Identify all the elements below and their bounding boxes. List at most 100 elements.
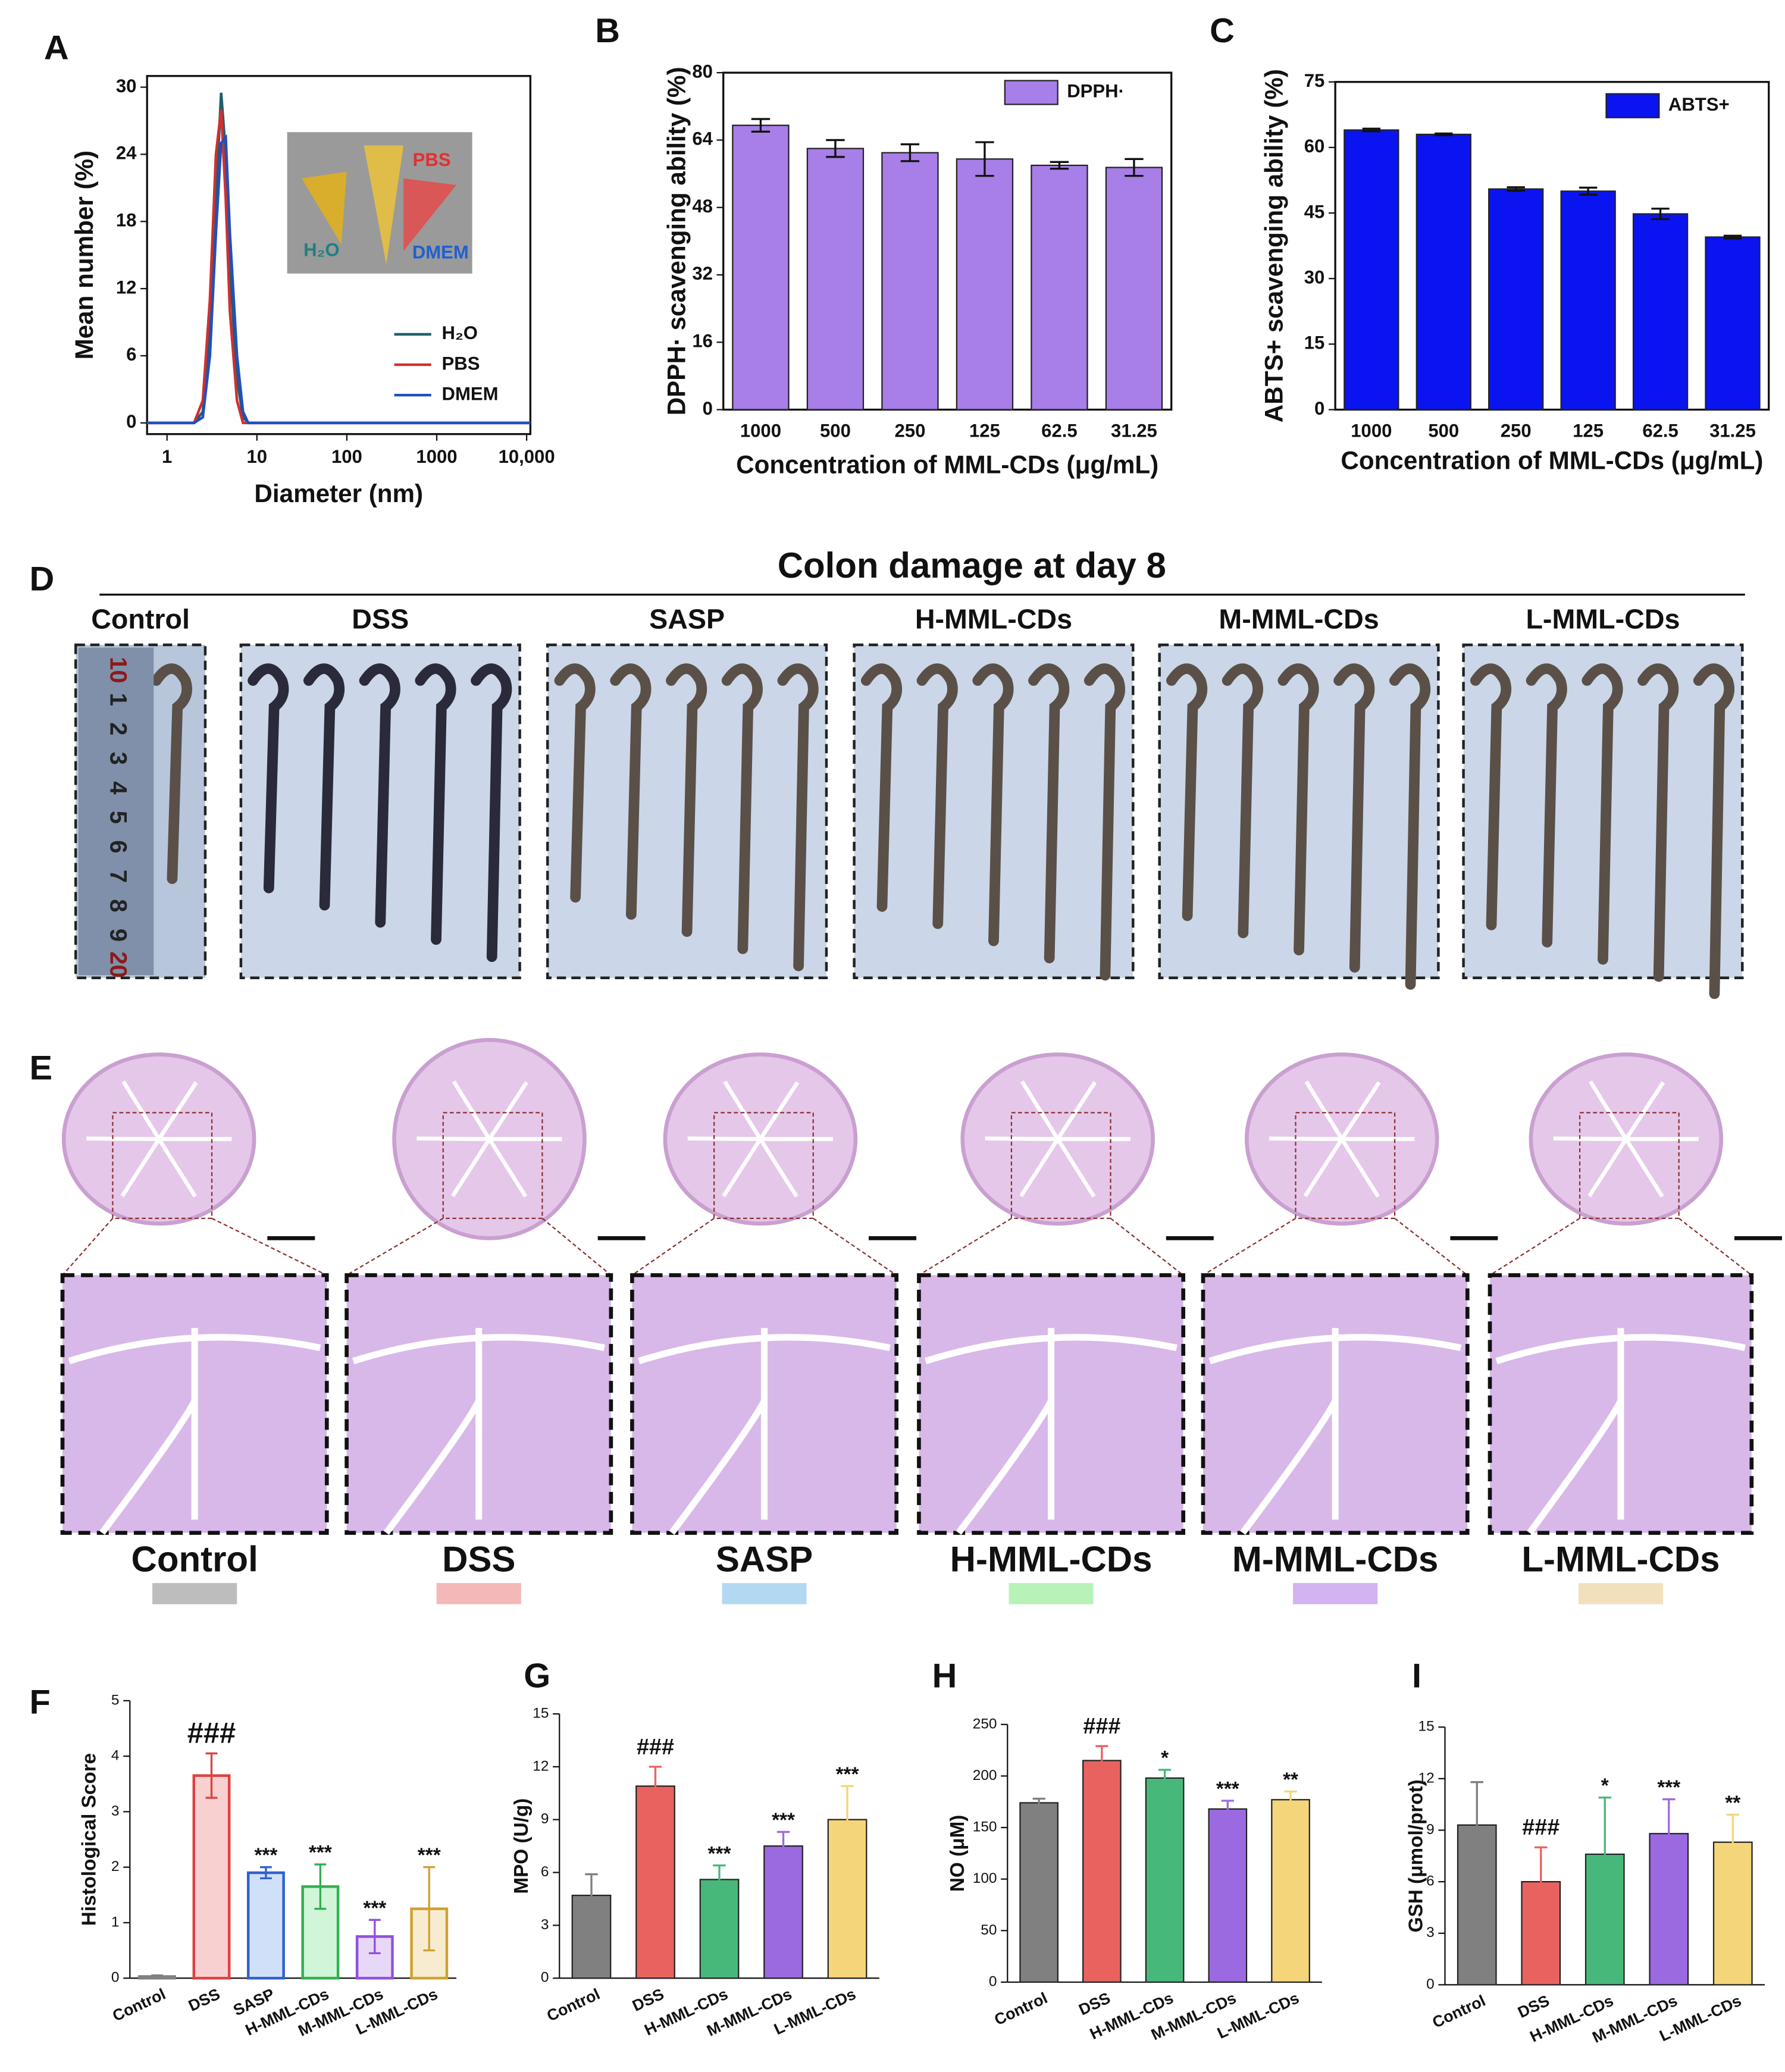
y-tick-label: 5 <box>111 1692 120 1708</box>
group-label: H-MML-CDs <box>950 1539 1153 1579</box>
color-swatch <box>436 1583 521 1604</box>
crypt-line <box>451 1137 491 1198</box>
y-tick-label: 3 <box>541 1917 549 1933</box>
inset-label: H₂O <box>303 239 339 260</box>
y-tick-label: 64 <box>692 128 713 149</box>
line-series <box>147 134 531 425</box>
y-tick-label: 0 <box>1426 1976 1435 1992</box>
panel-label: G <box>524 1657 550 1695</box>
y-tick-label: 75 <box>1304 70 1325 91</box>
crypt-line <box>1340 1137 1380 1198</box>
zoom-guide <box>346 1218 612 1276</box>
crypt-line <box>121 1080 161 1140</box>
tissue-crack <box>637 1328 891 1535</box>
tissue-crack <box>352 1328 605 1535</box>
y-tick-label: 3 <box>1426 1924 1435 1941</box>
x-axis-label: Concentration of MML-CDs (μg/mL) <box>736 450 1158 478</box>
colon <box>359 663 400 928</box>
significance: ### <box>1522 1815 1559 1840</box>
x-axis-label: Concentration of MML-CDs (μg/mL) <box>1341 447 1763 475</box>
colon <box>1582 663 1623 965</box>
color-swatch <box>1009 1583 1094 1604</box>
x-tick-label: 250 <box>895 421 926 441</box>
y-tick-label: 16 <box>692 331 713 352</box>
error-bar <box>1662 1798 1676 1869</box>
y-tick-label: 80 <box>692 61 713 81</box>
error-bar <box>649 1766 662 1807</box>
significance: ### <box>187 1717 236 1749</box>
x-tick-label: 62.5 <box>1642 421 1678 441</box>
y-axis-label: Mean number (%) <box>70 151 98 360</box>
significance: ### <box>637 1735 674 1760</box>
error-bar <box>1158 1769 1172 1788</box>
error-bar <box>1651 208 1670 221</box>
ruler-label: 20 <box>105 951 131 977</box>
ruler-label: 6 <box>105 840 131 853</box>
error-bar <box>900 143 920 162</box>
error-bar <box>205 1752 218 1799</box>
ruler-label: 9 <box>105 929 131 942</box>
panel-label: E <box>29 1049 52 1087</box>
x-tick-label: 10,000 <box>499 446 555 467</box>
crypt-line <box>487 1081 528 1140</box>
zoom-guide <box>1202 1218 1468 1276</box>
error-bar <box>1470 1781 1484 1869</box>
crypt-line <box>1624 1137 1664 1198</box>
y-tick-label: 2 <box>111 1858 120 1874</box>
bar <box>1632 213 1689 410</box>
y-tick-label: 4 <box>111 1748 120 1764</box>
crypt-line <box>1056 1081 1097 1140</box>
error-bar <box>368 1919 381 1954</box>
y-tick-label: 48 <box>692 196 713 217</box>
colon <box>1526 663 1567 948</box>
error-bar <box>1095 1745 1108 1776</box>
bar <box>1145 1777 1185 1983</box>
y-tick-label: 0 <box>111 1970 120 1986</box>
y-axis-label: MPO (U/g) <box>511 1798 533 1894</box>
colon <box>151 663 192 885</box>
crypt-line <box>157 1137 197 1198</box>
y-tick-label: 200 <box>973 1767 997 1783</box>
ruler-label: 7 <box>105 870 131 883</box>
error-bar <box>1284 1790 1297 1809</box>
group-label: SASP <box>649 603 725 634</box>
colon <box>415 663 456 945</box>
error-bar <box>151 1974 163 1979</box>
error-bar <box>713 1864 726 1895</box>
crypt-line <box>487 1137 528 1198</box>
colon <box>1693 663 1735 999</box>
y-tick-label: 0 <box>703 398 713 419</box>
colon <box>248 663 289 894</box>
y-tick-label: 100 <box>973 1870 997 1886</box>
tissue-crack <box>1495 1328 1746 1535</box>
error-bar <box>1579 186 1598 196</box>
y-tick-label: 15 <box>1304 333 1325 353</box>
significance: *** <box>836 1763 859 1785</box>
tube <box>403 178 456 252</box>
bar <box>1271 1799 1310 1983</box>
x-tick-label: 500 <box>820 421 851 441</box>
color-swatch <box>722 1583 807 1604</box>
panel-label: D <box>29 560 54 598</box>
significance: *** <box>772 1809 795 1831</box>
x-tick-label: 1000 <box>416 446 457 467</box>
significance: *** <box>254 1845 277 1867</box>
panel-label: C <box>1210 12 1235 50</box>
x-tick-label: 31.25 <box>1709 421 1756 441</box>
axes-frame <box>146 75 532 435</box>
zoom-box <box>442 1112 543 1220</box>
x-tick-label: 250 <box>1501 421 1532 441</box>
significance: *** <box>708 1843 731 1865</box>
x-tick-label: 100 <box>331 446 362 467</box>
zoom-box <box>1010 1112 1111 1220</box>
crypt-line <box>722 1137 762 1198</box>
crypt-line <box>759 1137 798 1198</box>
colon <box>1166 663 1208 921</box>
crypt-line <box>1056 1137 1096 1198</box>
error-bar <box>314 1863 327 1910</box>
colon <box>666 663 707 937</box>
error-bar <box>423 1866 436 1952</box>
x-tick-label: 125 <box>1573 421 1604 441</box>
group-label: DSS <box>352 603 409 634</box>
